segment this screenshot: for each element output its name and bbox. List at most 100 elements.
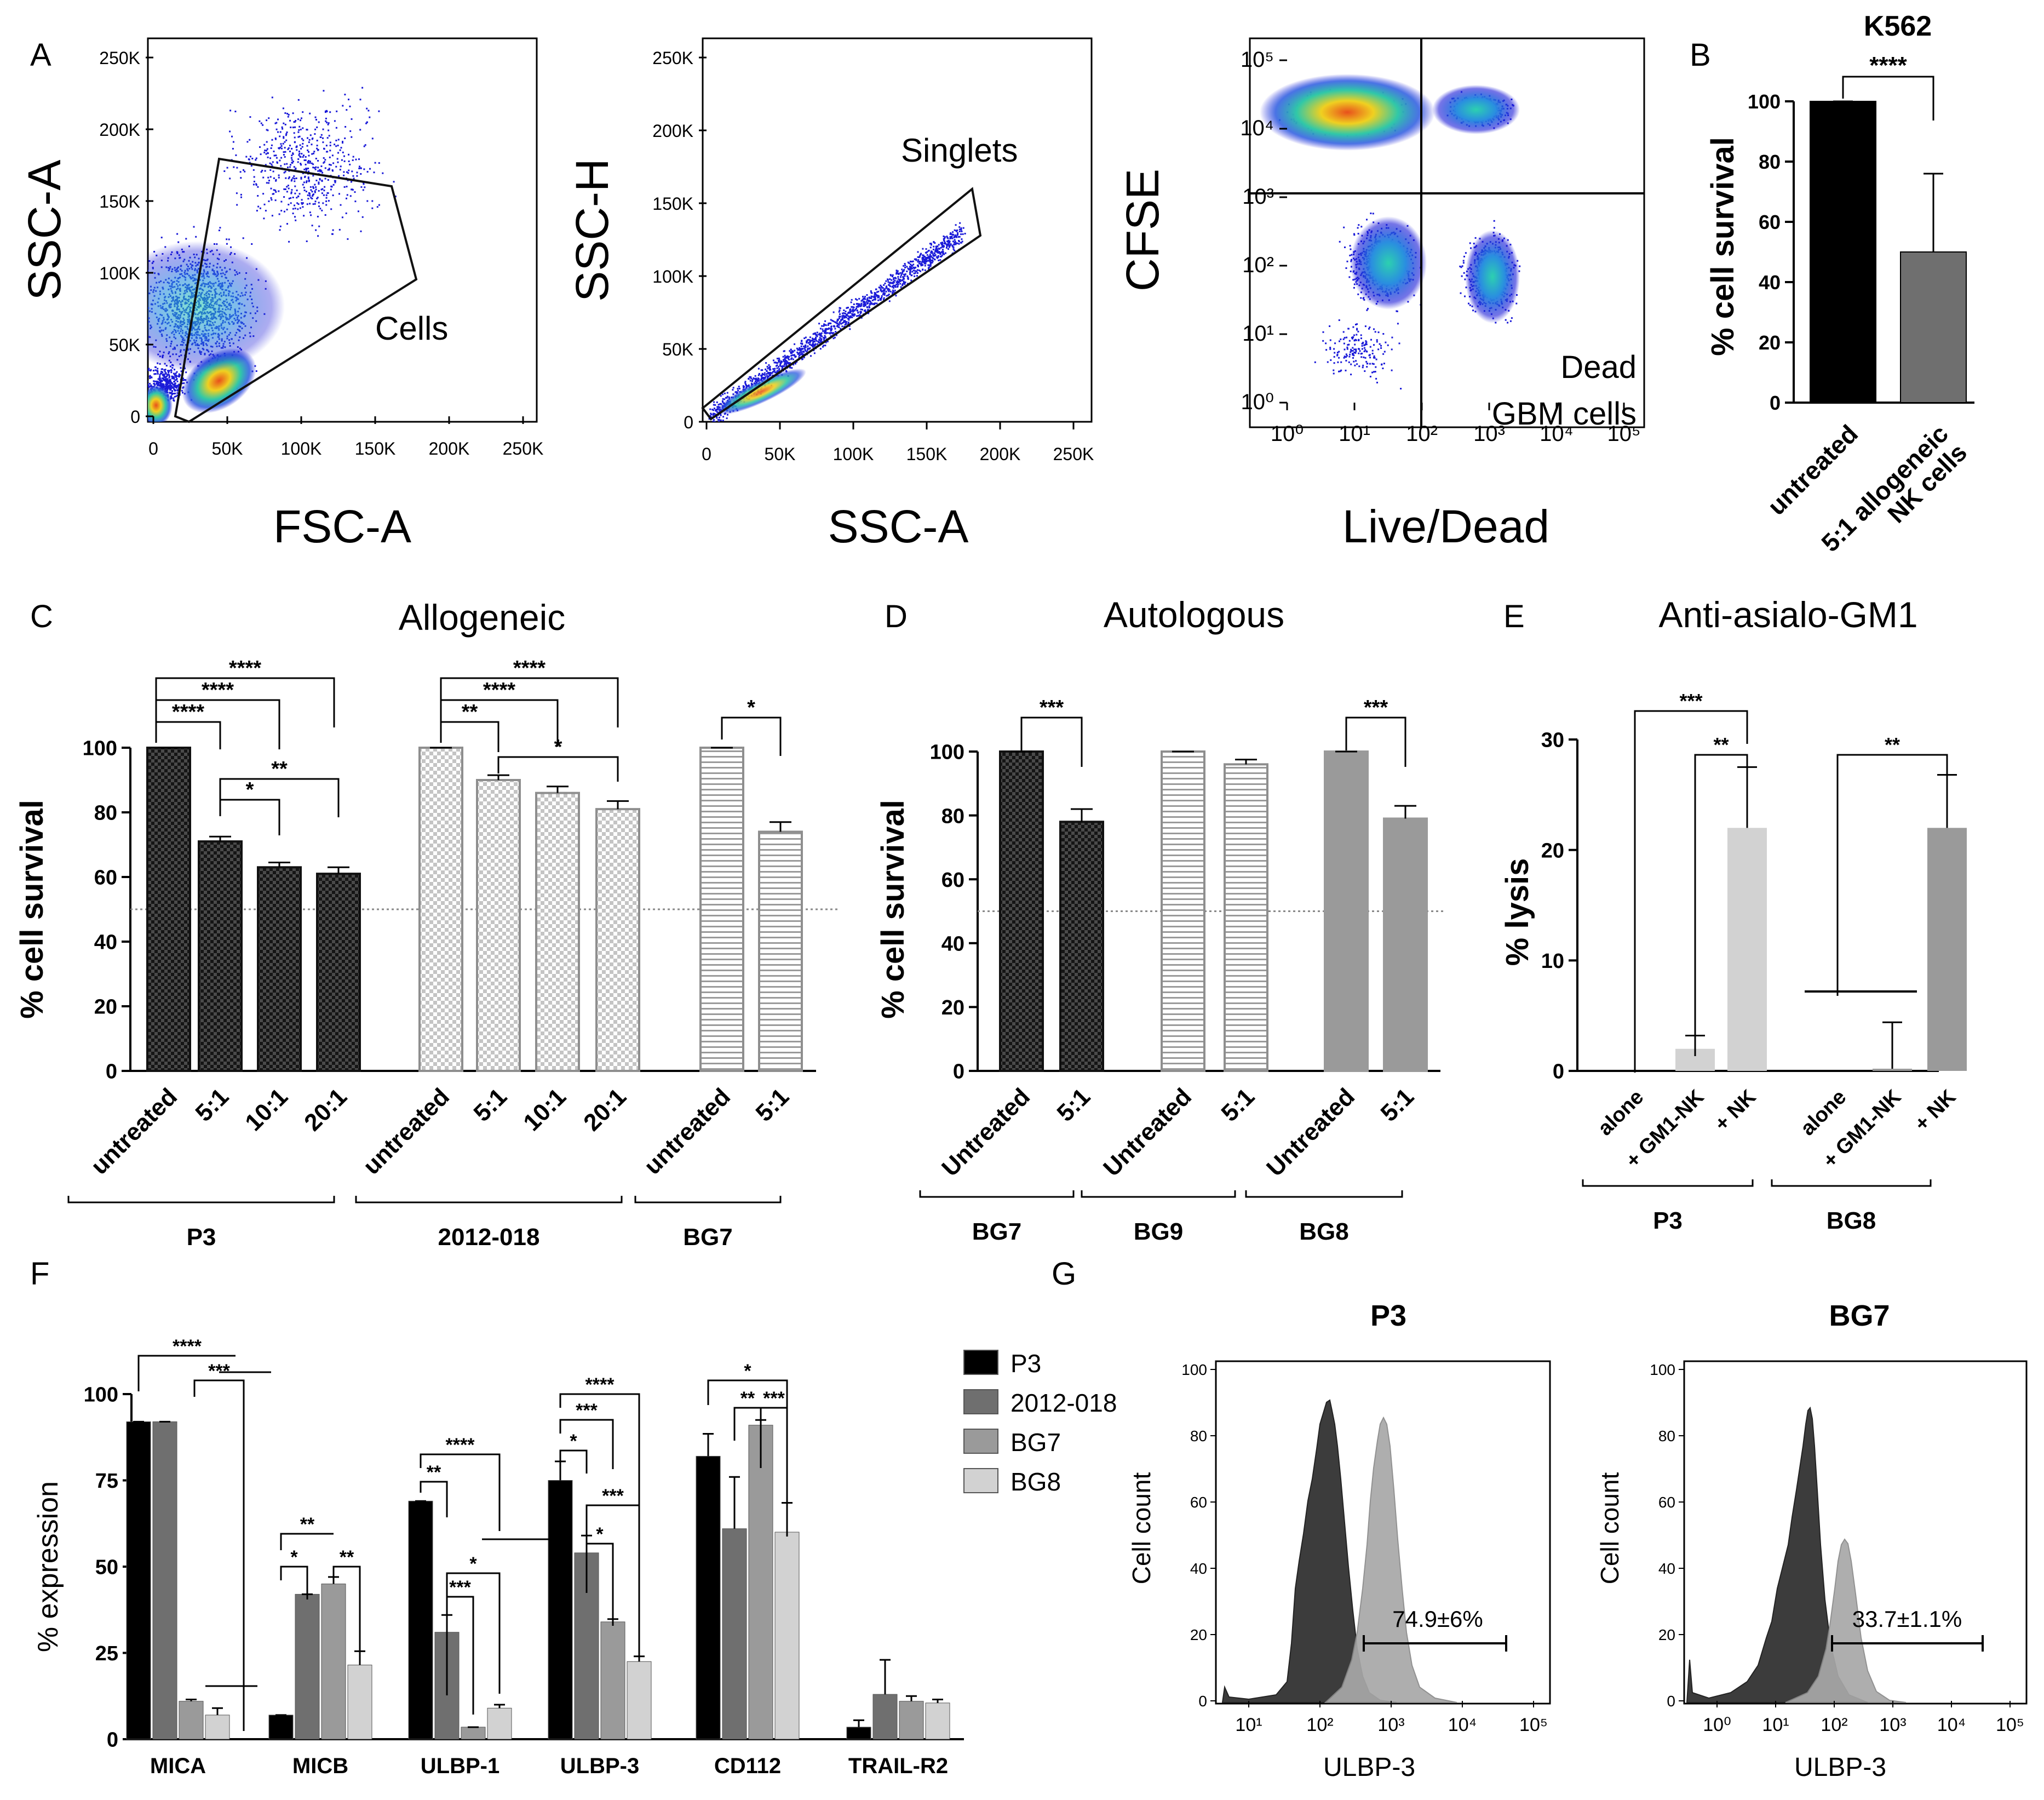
event-dot <box>825 341 827 343</box>
event-dot <box>316 140 318 142</box>
event-dot <box>179 374 181 376</box>
event-dot <box>929 262 932 264</box>
event-dot <box>767 376 769 378</box>
event-dot <box>176 387 177 389</box>
event-dot <box>283 210 285 213</box>
event-dot <box>340 204 342 206</box>
event-dot <box>271 215 273 217</box>
event-dot <box>791 350 793 352</box>
event-dot <box>825 330 827 332</box>
event-dot <box>322 202 324 204</box>
event-dot <box>805 344 807 346</box>
event-dot <box>143 393 145 395</box>
event-dot <box>836 320 839 322</box>
event-dot <box>785 365 787 368</box>
plot-frame <box>702 37 1093 423</box>
event-dot <box>800 350 802 352</box>
event-dot <box>767 368 769 370</box>
event-dot <box>266 148 268 150</box>
event-dot <box>950 237 952 239</box>
event-dot <box>720 414 722 416</box>
event-dot <box>309 203 311 205</box>
event-dot <box>851 316 853 318</box>
event-dot <box>282 142 284 145</box>
event-dot <box>348 160 350 162</box>
event-dot <box>169 386 171 388</box>
event-dot <box>925 262 927 265</box>
event-dot <box>369 116 371 118</box>
event-dot <box>884 293 886 295</box>
event-dot <box>904 267 906 268</box>
event-dot <box>320 134 323 136</box>
event-dot <box>171 377 173 380</box>
event-dot <box>839 322 841 324</box>
event-dot <box>826 328 828 330</box>
event-dot <box>279 135 281 137</box>
event-dot <box>907 261 909 263</box>
event-dot <box>289 145 291 147</box>
event-dot <box>348 169 350 171</box>
event-dot <box>264 170 266 172</box>
event-dot <box>768 364 770 366</box>
event-dot <box>363 145 365 147</box>
event-dot <box>883 290 885 293</box>
event-dot <box>163 378 165 380</box>
event-dot <box>311 153 313 155</box>
event-dot <box>857 309 858 312</box>
event-dot <box>923 258 925 260</box>
event-dot <box>824 345 826 347</box>
event-dot <box>329 111 331 113</box>
panel-letter-b: B <box>1690 37 1711 73</box>
event-dot <box>862 296 864 297</box>
event-dot <box>923 262 926 265</box>
event-dot <box>271 139 273 141</box>
event-dot <box>789 366 791 369</box>
event-dot <box>906 266 908 268</box>
event-dot <box>860 308 862 311</box>
event-dot <box>951 236 953 238</box>
event-dot <box>839 313 841 315</box>
event-dot <box>141 387 143 389</box>
event-dot <box>271 144 273 146</box>
event-dot <box>286 191 288 193</box>
event-dot <box>298 154 300 156</box>
event-dot <box>160 371 162 372</box>
event-dot <box>286 131 288 133</box>
event-dot <box>709 408 711 410</box>
event-dot <box>962 233 964 235</box>
event-dot <box>915 259 917 261</box>
event-dot <box>812 342 814 344</box>
panel-letter-f: F <box>30 1256 49 1292</box>
event-dot <box>328 129 330 131</box>
event-dot <box>325 197 328 199</box>
event-dot <box>268 180 270 182</box>
event-dot <box>876 302 878 305</box>
event-dot <box>294 121 296 123</box>
event-dot <box>923 259 926 261</box>
event-dot <box>347 172 349 174</box>
event-dot <box>931 252 933 254</box>
event-dot <box>159 380 162 382</box>
event-dot <box>306 169 308 170</box>
event-dot <box>378 204 380 206</box>
event-dot <box>339 169 341 171</box>
event-dot <box>320 136 322 138</box>
event-dot <box>823 325 825 327</box>
event-dot <box>363 168 365 170</box>
event-dot <box>943 239 945 241</box>
event-dot <box>926 258 928 260</box>
event-dot <box>856 307 857 309</box>
event-dot <box>226 238 228 240</box>
event-dot <box>826 332 829 334</box>
event-dot <box>787 362 789 364</box>
event-dot <box>292 112 294 114</box>
event-dot <box>901 273 903 275</box>
event-dot <box>883 294 886 296</box>
event-dot <box>934 255 935 256</box>
event-dot <box>836 325 838 328</box>
event-dot <box>168 382 170 383</box>
event-dot <box>903 273 905 276</box>
event-dot <box>284 123 286 125</box>
event-dot <box>357 210 359 213</box>
event-dot <box>874 296 876 299</box>
